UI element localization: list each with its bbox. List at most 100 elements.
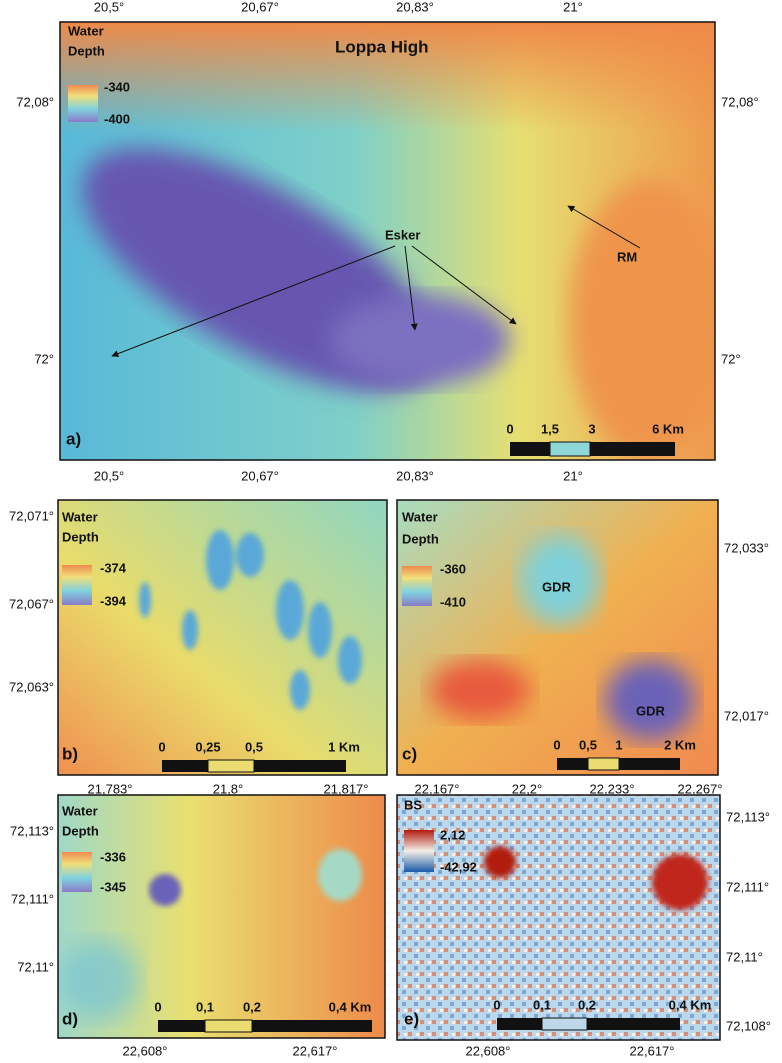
tick-label: 22,617° [630,1043,675,1058]
tick-label: 72,111° [726,879,769,894]
legend-title: Depth [68,43,105,58]
scale-label: 0,4 Km [669,997,712,1012]
scale-label: 1,5 [541,421,559,436]
panel-c: Water Depth -360 -410 GDR GDR c) 0 0,5 1… [396,499,769,796]
legend-title: Water [62,509,98,524]
scale-label: 0 [553,737,560,752]
annotation: RM [617,249,637,264]
legend-title: Depth [62,529,99,544]
scale-bar [497,1017,680,1031]
map-e [397,795,720,1040]
panel-label: b) [62,744,78,763]
scale-label: 0 [506,421,513,436]
tick-label: 72,08° [721,94,759,109]
tick-label: 22,608° [466,1043,511,1058]
legend-max: -340 [104,79,130,94]
map-a [60,22,715,460]
tick-label: 20,67° [241,0,279,14]
scale-label: 0,1 [196,999,214,1014]
annotation: GDR [636,703,666,718]
scale-bar [158,1019,372,1033]
annotation: Esker [385,227,420,242]
tick-label: 20,67° [241,468,279,483]
color-bar [68,85,98,122]
tick-label: 72° [34,351,54,366]
panel-d: Water Depth -336 -345 d) 0 0,1 0,2 0,4 K… [10,794,386,1058]
legend-min: -345 [100,879,126,894]
color-bar [404,830,434,872]
map-b [58,500,387,775]
tick-label: 21° [563,0,583,14]
scale-bar [510,441,675,457]
tick-label: 72,033° [724,540,769,555]
tick-label: 72,08° [16,94,54,109]
tick-label: 72,11° [17,959,54,974]
scale-label: 2 Km [664,737,696,752]
legend-title: Water [62,803,98,818]
tick-label: 72,11° [726,949,763,964]
legend-title: Depth [62,823,99,838]
panel-label: a) [66,429,81,448]
color-bar [62,565,92,605]
legend-min: -400 [104,111,130,126]
scale-label: 3 [588,421,595,436]
color-bar [62,852,92,892]
legend-title: BS [404,797,422,812]
panel-e: BS 2,12 -42,92 e) 0 0,1 0,2 0,4 Km 22,60… [396,794,771,1058]
legend-max: -360 [440,561,466,576]
map-d [58,795,385,1038]
tick-label: 22,267° [678,781,723,796]
arrows [111,205,641,357]
panel-b: Water Depth -374 -394 b) 0 0,25 0,5 1 Km… [9,499,388,796]
tick-label: 21,783° [88,781,133,796]
map-c [397,500,718,775]
tick-label: 20,5° [94,0,125,14]
tick-label: 21,8° [213,781,244,796]
tick-label: 72,113° [10,823,54,838]
scale-label: 0 [158,739,165,754]
tick-label: 20,83° [396,468,434,483]
scale-label: 0 [493,997,500,1012]
scale-label: 0,2 [578,997,596,1012]
tick-label: 72,108° [726,1018,771,1033]
legend-title: Water [68,23,104,38]
tick-label: 72,111° [11,891,54,906]
panel-label: e) [404,1009,419,1028]
scale-label: 0,5 [579,737,597,752]
tick-label: 22,617° [293,1043,338,1058]
panel-a: Water Depth -340 -400 Loppa High Esker R… [16,0,758,483]
legend-min: -410 [440,594,466,609]
tick-label: 20,5° [94,468,125,483]
panel-label: c) [402,744,417,763]
scale-bar [162,759,346,773]
scale-label: 0,4 Km [329,999,372,1014]
tick-label: 20,83° [396,0,434,14]
tick-label: 22,608° [123,1043,168,1058]
tick-label: 22,167° [415,781,460,796]
legend-title: Depth [402,531,439,546]
scale-label: 6 Km [652,421,684,436]
tick-label: 72,017° [724,708,769,723]
legend-title: Water [402,509,438,524]
scale-label: 0,1 [533,997,551,1012]
scale-label: 0,5 [245,739,263,754]
scale-bar [557,757,680,771]
legend-max: -336 [100,849,126,864]
scale-label: 1 Km [328,739,360,754]
scale-label: 0 [154,999,161,1014]
scale-label: 0,25 [195,739,220,754]
tick-label: 72° [721,351,741,366]
scale-label: 1 [615,737,622,752]
legend-max: -374 [100,560,127,575]
tick-label: 72,067° [9,596,54,611]
tick-label: 72,113° [726,809,770,824]
legend-max: 2,12 [440,827,465,842]
annotation: GDR [542,579,572,594]
tick-label: 72,071° [9,508,54,523]
legend-min: -42,92 [440,859,477,874]
tick-label: 22,2° [512,781,543,796]
color-bar [402,566,432,606]
scale-label: 0,2 [243,999,261,1014]
tick-label: 21° [563,468,583,483]
